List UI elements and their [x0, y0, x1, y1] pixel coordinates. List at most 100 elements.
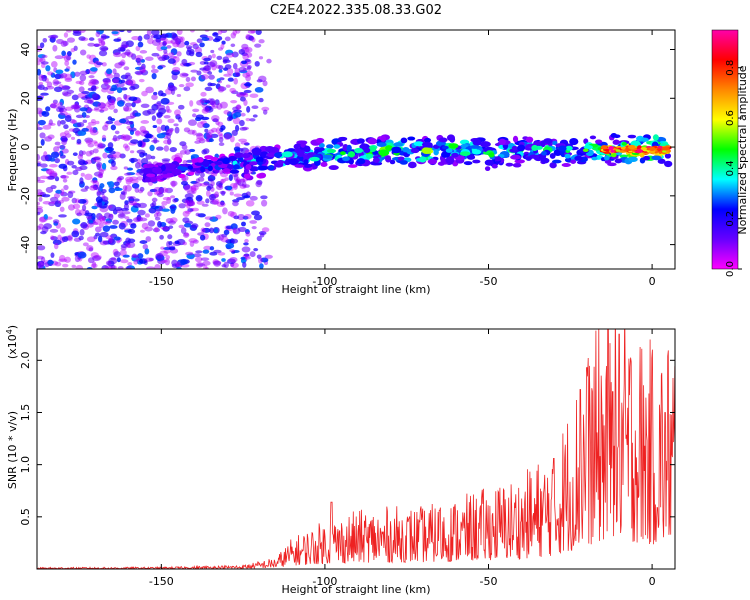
noise-mark: [182, 160, 188, 165]
noise-mark: [235, 93, 244, 97]
noise-mark: [243, 89, 252, 94]
noise-mark: [147, 220, 156, 227]
noise-mark: [244, 238, 249, 243]
noise-mark: [111, 156, 116, 161]
signal-mark: [569, 137, 579, 146]
noise-mark: [113, 187, 123, 191]
noise-mark: [245, 70, 253, 77]
noise-mark: [193, 182, 203, 187]
noise-mark: [61, 139, 68, 143]
signal-mark: [200, 166, 206, 173]
noise-mark: [151, 30, 160, 36]
noise-mark: [164, 258, 170, 266]
signal-mark: [463, 161, 473, 166]
noise-mark: [97, 173, 103, 179]
noise-mark: [190, 76, 196, 82]
noise-mark: [256, 79, 263, 83]
noise-mark: [127, 228, 136, 234]
noise-mark: [141, 90, 148, 97]
noise-mark: [209, 105, 219, 109]
colorbar-tick-label: 0.2: [725, 211, 736, 227]
noise-mark: [144, 248, 150, 255]
noise-mark: [123, 80, 133, 85]
noise-mark: [71, 119, 78, 125]
signal-mark: [155, 175, 164, 180]
signal-mark: [541, 150, 547, 156]
signal-mark: [421, 141, 433, 148]
x-tick-label: -100: [312, 275, 337, 288]
signal-mark: [448, 143, 459, 149]
noise-mark: [60, 175, 70, 179]
noise-mark: [225, 242, 235, 249]
noise-mark: [168, 246, 176, 251]
noise-mark: [85, 139, 93, 145]
noise-mark: [41, 194, 51, 198]
signal-mark: [299, 140, 308, 145]
y-tick-label: 20: [19, 91, 32, 105]
signal-mark: [372, 157, 380, 163]
signal-mark: [549, 162, 557, 169]
noise-mark: [178, 203, 186, 209]
signal-mark: [320, 161, 328, 167]
signal-mark: [264, 145, 275, 152]
noise-mark: [209, 246, 215, 251]
y-tick-label: 1.0: [19, 456, 32, 474]
noise-mark: [185, 45, 193, 50]
signal-mark: [402, 146, 410, 153]
noise-mark: [53, 192, 61, 199]
noise-mark: [151, 197, 158, 203]
noise-mark: [227, 210, 235, 217]
noise-mark: [212, 198, 220, 205]
noise-mark: [159, 259, 168, 263]
noise-mark: [128, 200, 138, 206]
signal-mark: [385, 145, 393, 151]
colorbar: 0.0 0.2 0.4 0.6 0.8 Normalized spectral ampl…: [711, 29, 749, 277]
noise-mark: [189, 30, 195, 33]
signal-mark: [363, 147, 371, 154]
signal-mark: [153, 167, 162, 174]
noise-mark: [128, 96, 138, 102]
noise-mark: [59, 110, 68, 116]
noise-mark: [217, 30, 223, 35]
noise-mark: [91, 205, 98, 210]
signal-mark: [525, 136, 534, 143]
noise-mark: [102, 125, 109, 131]
noise-mark: [233, 193, 242, 197]
noise-mark: [137, 140, 143, 148]
signal-mark: [561, 162, 571, 168]
signal-mark: [303, 159, 309, 165]
noise-mark: [92, 177, 98, 183]
noise-mark: [131, 254, 140, 259]
y-tick-label: 0.5: [19, 508, 32, 526]
noise-mark: [221, 258, 226, 262]
noise-mark: [129, 150, 135, 154]
signal-mark: [241, 153, 251, 159]
noise-mark: [120, 259, 129, 264]
noise-mark: [58, 214, 67, 218]
signal-mark: [222, 157, 230, 165]
signal-mark: [297, 151, 305, 158]
noise-mark: [55, 189, 63, 194]
noise-mark: [224, 36, 231, 42]
noise-mark: [200, 116, 210, 121]
noise-mark: [256, 235, 262, 242]
noise-mark: [204, 86, 213, 92]
signal-mark: [491, 164, 498, 169]
noise-mark: [112, 78, 119, 84]
signal-mark: [302, 163, 313, 168]
noise-mark: [95, 120, 100, 125]
noise-mark: [245, 231, 251, 237]
signal-mark: [227, 164, 235, 170]
signal-mark: [570, 159, 577, 164]
noise-mark: [108, 237, 113, 244]
noise-mark: [50, 252, 55, 258]
signal-mark: [171, 168, 182, 176]
noise-mark: [59, 254, 66, 262]
noise-mark: [99, 45, 109, 52]
noise-mark: [37, 107, 43, 115]
noise-mark: [151, 94, 158, 101]
noise-mark: [166, 45, 172, 49]
noise-mark: [207, 134, 213, 139]
noise-mark: [223, 110, 230, 115]
noise-mark: [92, 57, 99, 64]
